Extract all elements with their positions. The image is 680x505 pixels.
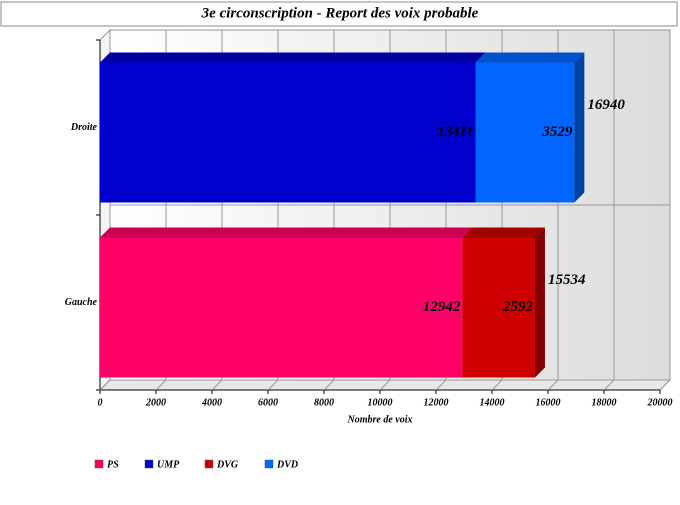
bar-top	[475, 52, 585, 63]
floor-grid-line	[211, 379, 223, 391]
bar-side-shade	[574, 52, 585, 203]
x-tick-label: 6000	[258, 397, 278, 408]
bar	[100, 62, 476, 203]
floor-grid-line	[659, 379, 671, 391]
bar	[462, 237, 535, 378]
x-tick-label: 8000	[314, 397, 334, 408]
total-label: 16940	[587, 97, 625, 113]
legend-label: UMP	[157, 459, 180, 470]
value-label: 12942	[423, 299, 461, 315]
floor-grid-line	[603, 379, 615, 391]
legend-label: PS	[107, 459, 119, 470]
bar-top-shade	[462, 227, 545, 238]
floor-grid-line	[99, 379, 111, 391]
bar-top-shade	[475, 52, 585, 63]
floor-grid-line	[155, 379, 167, 391]
x-tick-label: 20000	[647, 397, 673, 408]
floor-grid-line	[267, 379, 279, 391]
value-label: 2592	[502, 299, 534, 315]
x-tick-label: 4000	[201, 397, 222, 408]
bar-top	[100, 52, 486, 63]
bar	[475, 62, 575, 203]
legend-swatch	[204, 459, 214, 469]
legend-swatch	[264, 459, 274, 469]
bar-side	[534, 227, 545, 378]
x-tick-label: 12000	[424, 397, 449, 408]
bar-top	[100, 227, 473, 238]
bar	[100, 237, 463, 378]
bar-top	[462, 227, 545, 238]
value-label: 3529	[541, 124, 573, 140]
legend-label: DVG	[216, 459, 239, 470]
x-tick-label: 16000	[536, 397, 561, 408]
y-tick-label: Gauche	[65, 297, 98, 308]
bar-top-shade	[100, 52, 486, 63]
x-tick-label: 14000	[480, 397, 505, 408]
legend-swatch	[94, 459, 104, 469]
floor-grid-line	[435, 379, 447, 391]
x-tick-label: 2000	[145, 397, 166, 408]
x-tick-label: 0	[98, 397, 103, 408]
value-label: 13411	[437, 124, 474, 140]
y-tick-label: Droite	[70, 122, 98, 133]
x-axis-label: Nombre de voix	[347, 414, 413, 425]
floor-grid-line	[323, 379, 335, 391]
legend-swatch	[144, 459, 154, 469]
floor-grid-line	[547, 379, 559, 391]
chart-title: 3e circonscription - Report des voix pro…	[201, 5, 479, 21]
x-tick-label: 18000	[592, 397, 617, 408]
bar-side	[574, 52, 585, 203]
bar-top-shade	[100, 227, 473, 238]
floor-grid-line	[379, 379, 391, 391]
title-box	[0, 1, 678, 27]
legend-label: DVD	[276, 459, 298, 470]
total-label: 15534	[548, 272, 586, 288]
x-tick-label: 10000	[368, 397, 393, 408]
bar-side-shade	[534, 227, 545, 378]
floor-grid-line	[491, 379, 503, 391]
